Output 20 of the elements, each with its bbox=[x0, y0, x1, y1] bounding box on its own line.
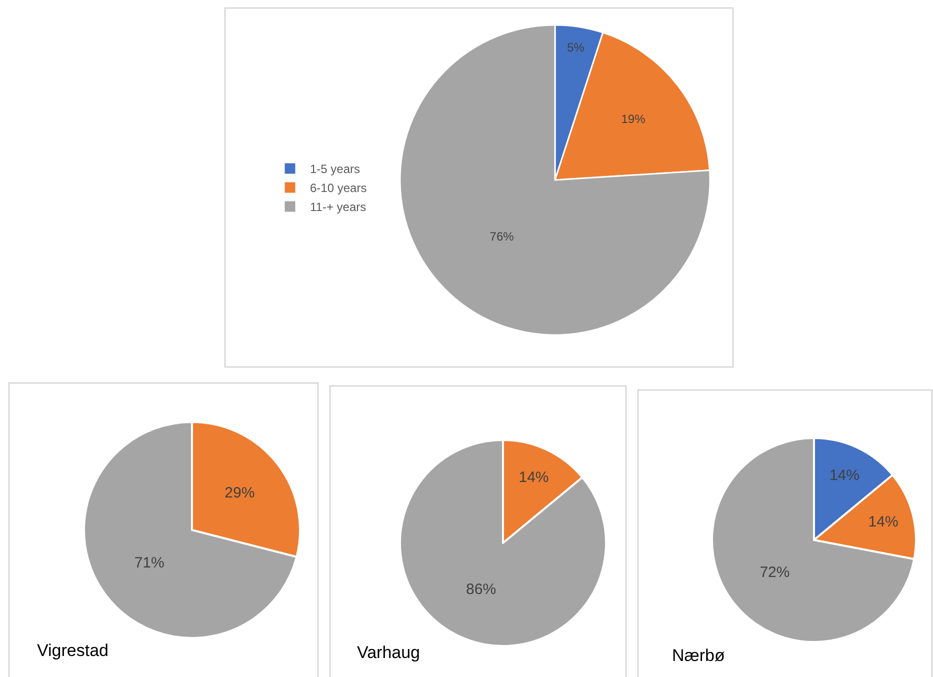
legend-label: 6-10 years bbox=[310, 181, 367, 196]
pie-slice bbox=[83, 421, 298, 639]
data-label: 5% bbox=[567, 40, 585, 55]
data-label: 76% bbox=[490, 229, 514, 244]
data-label: 72% bbox=[760, 564, 790, 582]
legend-label: 11-+ years bbox=[310, 200, 366, 214]
legend-label: 1-5 years bbox=[310, 162, 360, 176]
data-label: 71% bbox=[134, 554, 164, 572]
data-label: 86% bbox=[466, 581, 496, 598]
text: Vigrestad bbox=[37, 641, 109, 660]
data-label: 29% bbox=[224, 484, 255, 502]
data-label: 14% bbox=[829, 466, 860, 484]
pie-slice bbox=[399, 24, 710, 336]
text: Varhaug bbox=[357, 643, 420, 662]
text: Nærbø bbox=[672, 646, 725, 665]
data-label: 19% bbox=[621, 112, 646, 126]
data-label: 14% bbox=[868, 514, 898, 531]
pie-slice bbox=[399, 439, 607, 647]
pie-slice bbox=[711, 437, 916, 643]
data-label: 14% bbox=[518, 469, 549, 486]
